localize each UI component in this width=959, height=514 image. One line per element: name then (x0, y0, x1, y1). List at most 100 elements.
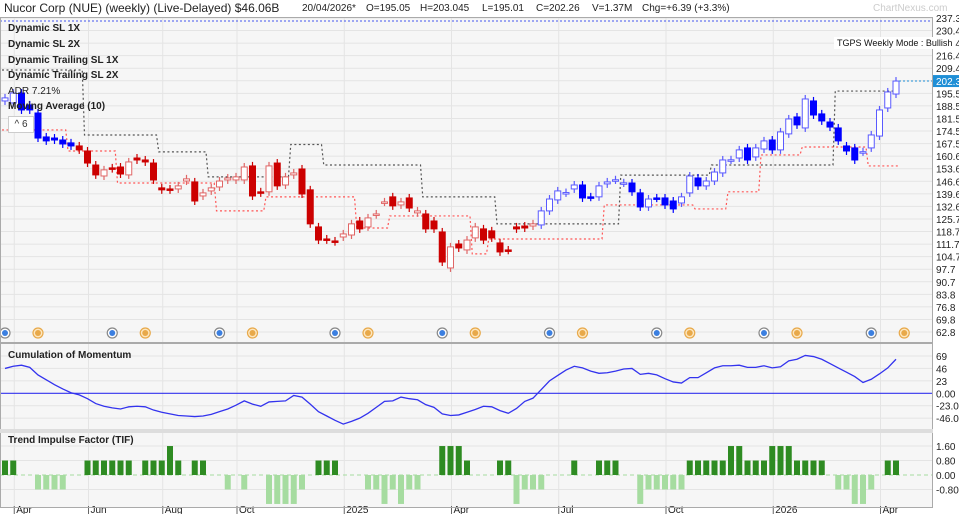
candle-down (108, 167, 116, 170)
momentum-line (4, 354, 897, 425)
price-tick-label: 83.8 (936, 290, 956, 301)
tif-bar (323, 460, 330, 475)
candle-down (488, 230, 496, 239)
candle-up (224, 177, 232, 181)
event-dot (794, 330, 800, 336)
dividend-icon[interactable] (329, 327, 341, 339)
dividend-icon[interactable] (758, 327, 770, 339)
price-panel[interactable] (0, 20, 933, 339)
earnings-icon[interactable] (791, 327, 803, 339)
tif-panel[interactable] (0, 446, 933, 504)
tif-bar (414, 475, 421, 490)
candle-up (174, 185, 182, 190)
earnings-icon[interactable] (246, 327, 259, 339)
candle-down (315, 226, 322, 241)
tif-tick-label: 1.60 (936, 442, 956, 453)
candle-up (463, 239, 471, 251)
legend-adr[interactable]: ADR 7.21% (8, 86, 61, 97)
event-dot (653, 330, 660, 336)
candle-down (389, 196, 397, 207)
tif-bar (728, 446, 734, 475)
earnings-icon[interactable] (139, 327, 151, 339)
candle-up (620, 182, 628, 185)
momentum-tick-label: 46 (936, 364, 948, 375)
legend-moving-average[interactable]: Moving Average (10) (8, 101, 106, 112)
tif-bar (117, 460, 124, 475)
candle-up (125, 161, 133, 176)
legend-dynamic-trailing-sl-1x[interactable]: Dynamic Trailing SL 1X (8, 55, 119, 66)
candle-up (339, 233, 347, 238)
tif-bar (744, 460, 751, 475)
candle-up (645, 198, 652, 208)
price-tick-label: 216.4 (936, 52, 959, 63)
price-tick-label: 118.7 (936, 228, 959, 239)
tif-bar (464, 460, 470, 475)
momentum-title: Cumulation of Momentum (8, 350, 132, 361)
candle-down (843, 145, 850, 152)
tif-bar (571, 460, 578, 475)
candle-up (884, 91, 892, 109)
dividend-icon[interactable] (106, 327, 118, 339)
quote-open: O=195.05 (366, 3, 411, 14)
candle-up (290, 172, 298, 176)
candle-up (216, 180, 223, 188)
momentum-tick-label: -23.00 (936, 402, 959, 413)
price-tick-label: 76.8 (936, 303, 956, 314)
candle-down (59, 139, 67, 145)
dividend-icon[interactable] (436, 327, 448, 339)
candle-up (232, 176, 240, 181)
momentum-panel[interactable] (0, 354, 933, 425)
dynamic-sl-line (2, 69, 899, 225)
plot-background (0, 17, 933, 507)
dividend-icon[interactable] (651, 327, 663, 339)
price-tick-label: 97.7 (936, 265, 956, 276)
candle-down (117, 166, 124, 175)
candle-up (719, 159, 727, 174)
candle-up (892, 80, 900, 95)
tif-bar (686, 460, 693, 475)
earnings-icon[interactable] (469, 327, 481, 339)
dividend-icon[interactable] (0, 327, 11, 339)
candle-down (18, 92, 25, 111)
tif-bar (670, 475, 677, 490)
axes: 237.3230.4223.4216.4209.4195.5188.5181.5… (0, 14, 959, 514)
tif-bar (315, 460, 322, 475)
dividend-icon[interactable] (543, 327, 556, 339)
event-dot (2, 330, 8, 336)
momentum-tick-label: 69 (936, 352, 948, 363)
quote-close: C=202.26 (536, 3, 580, 14)
earnings-icon[interactable] (32, 327, 44, 339)
event-dot (142, 330, 149, 336)
legend-collapse-button[interactable]: ^ 6 (8, 116, 34, 133)
candle-down (249, 165, 256, 197)
price-tick-label: 62.8 (936, 328, 956, 339)
time-tick-label: Jun (91, 505, 107, 514)
tif-bar (497, 460, 503, 475)
earnings-icon[interactable] (362, 327, 374, 339)
candle-up (777, 131, 784, 151)
earnings-icon[interactable] (898, 327, 910, 339)
price-tick-label: 132.6 (936, 202, 959, 213)
legend-dynamic-sl-2x[interactable]: Dynamic SL 2X (8, 39, 81, 50)
earnings-icon[interactable] (576, 327, 589, 339)
candle-up (207, 187, 215, 192)
tif-bar (439, 446, 446, 475)
time-tick-label: Oct (239, 505, 255, 514)
candle-up (100, 169, 108, 177)
legend-dynamic-sl-1x[interactable]: Dynamic SL 1X (8, 23, 81, 34)
tif-bar (282, 475, 289, 504)
tif-bar (761, 460, 767, 475)
dividend-icon[interactable] (865, 327, 877, 339)
candle-down (628, 182, 636, 193)
candle-up (752, 147, 760, 158)
price-tick-label: 146.6 (936, 177, 959, 188)
tif-bar (653, 475, 660, 490)
legend-dynamic-trailing-sl-2x[interactable]: Dynamic Trailing SL 2X (8, 70, 119, 81)
candle-down (669, 200, 677, 210)
earnings-icon[interactable] (684, 327, 696, 339)
candle-down (356, 220, 364, 230)
dividend-icon[interactable] (213, 327, 226, 339)
tif-bar (455, 446, 462, 475)
candle-up (199, 192, 207, 197)
